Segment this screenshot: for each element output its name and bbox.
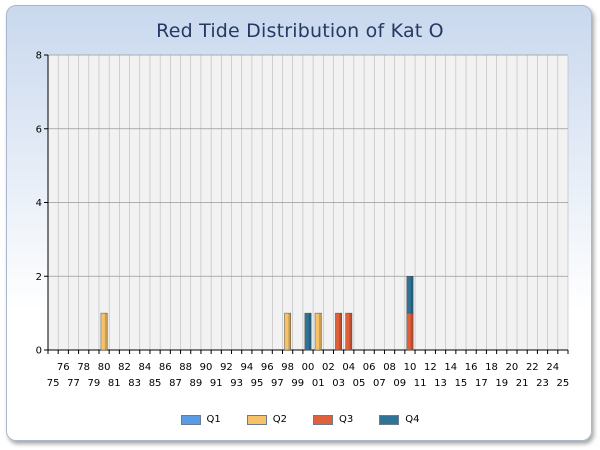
bar-q3-03 [335,312,342,351]
x-tick-label: 03 [332,378,345,389]
y-tick-label: 6 [36,124,42,135]
bar-q3-04 [345,312,353,351]
y-tick-label: 2 [36,272,42,283]
x-tick-label: 96 [261,362,274,373]
legend-swatch [246,414,267,425]
x-tick-label: 76 [57,362,70,373]
x-tick-label: 82 [118,362,131,373]
bar-shade-04 [349,313,352,350]
bar-q4-00 [304,312,312,351]
x-tick-label: 18 [485,362,498,373]
x-tick-label: 13 [434,378,447,389]
bar-q4-10 [406,276,414,314]
x-tick-label: 90 [200,362,213,373]
x-tick-label: 75 [47,378,60,389]
legend-label: Q1 [206,414,221,425]
x-tick-label: 86 [159,362,172,373]
x-tick-label: 02 [322,362,335,373]
x-tick-label: 23 [536,378,549,389]
x-tick-label: 20 [506,362,519,373]
y-tick-label: 4 [36,198,42,209]
legend-label: Q3 [339,414,354,425]
x-tick-label: 09 [393,378,406,389]
x-tick-label: 78 [77,362,90,373]
legend-swatch [180,414,201,425]
legend-label: Q2 [272,414,287,425]
bar-shade-01 [318,313,322,350]
x-tick-label: 25 [557,378,570,389]
x-tick-label: 85 [149,378,162,389]
x-tick-label: 83 [128,378,141,389]
x-tick-label: 98 [281,362,294,373]
x-tick-label: 92 [220,362,233,373]
y-tick-label: 0 [36,346,42,357]
legend-item-q4: Q4 [379,414,419,425]
x-tick-label: 04 [342,362,355,373]
x-tick-label: 84 [138,362,151,373]
x-tick-label: 21 [516,378,529,389]
bar-shade-80 [104,313,108,350]
x-tick-label: 15 [455,378,468,389]
x-tick-label: 06 [363,362,376,373]
x-tick-label: 05 [353,378,366,389]
x-tick-label: 77 [67,378,80,389]
x-tick-label: 87 [169,378,182,389]
x-tick-label: 07 [373,378,386,389]
bar-shade-98 [288,313,291,350]
x-tick-label: 00 [302,362,315,373]
x-tick-label: 14 [444,362,457,373]
bar-shade-03 [339,313,342,350]
chart-title: Red Tide Distribution of Kat O [156,20,444,42]
x-tick-label: 12 [424,362,437,373]
x-tick-label: 88 [179,362,192,373]
x-tick-label: 01 [312,378,325,389]
x-tick-label: 17 [475,378,488,389]
x-tick-label: 93 [230,378,243,389]
x-tick-label: 22 [526,362,539,373]
bar-shade-10 [410,276,414,350]
x-tick-label: 08 [383,362,396,373]
x-tick-label: 16 [465,362,478,373]
x-tick-label: 11 [414,378,427,389]
legend-item-q3: Q3 [313,414,353,425]
x-tick-label: 81 [108,378,121,389]
x-tick-label: 95 [251,378,264,389]
legend-label: Q4 [405,414,420,425]
x-tick-label: 19 [495,378,508,389]
x-tick-label: 91 [210,378,223,389]
legend-swatch [313,414,333,425]
x-tick-label: 24 [546,362,559,373]
legend-item-q1: Q1 [180,414,221,425]
bar-q2-80 [100,312,108,351]
bar-q2-98 [284,312,292,351]
x-tick-label: 80 [98,362,111,373]
y-tick-label: 8 [36,51,42,62]
legend-item-q2: Q2 [246,414,287,425]
bar-shade-00 [308,313,312,350]
x-tick-label: 10 [404,362,417,373]
bar-q2-01 [314,312,322,351]
x-tick-label: 99 [291,378,304,389]
x-tick-label: 79 [88,378,101,389]
x-tick-label: 94 [240,362,253,373]
x-tick-label: 97 [271,378,284,389]
x-tick-label: 89 [189,378,202,389]
chart-legend: Q1 Q2 Q3 Q4 [0,414,600,425]
legend-swatch [379,414,400,425]
